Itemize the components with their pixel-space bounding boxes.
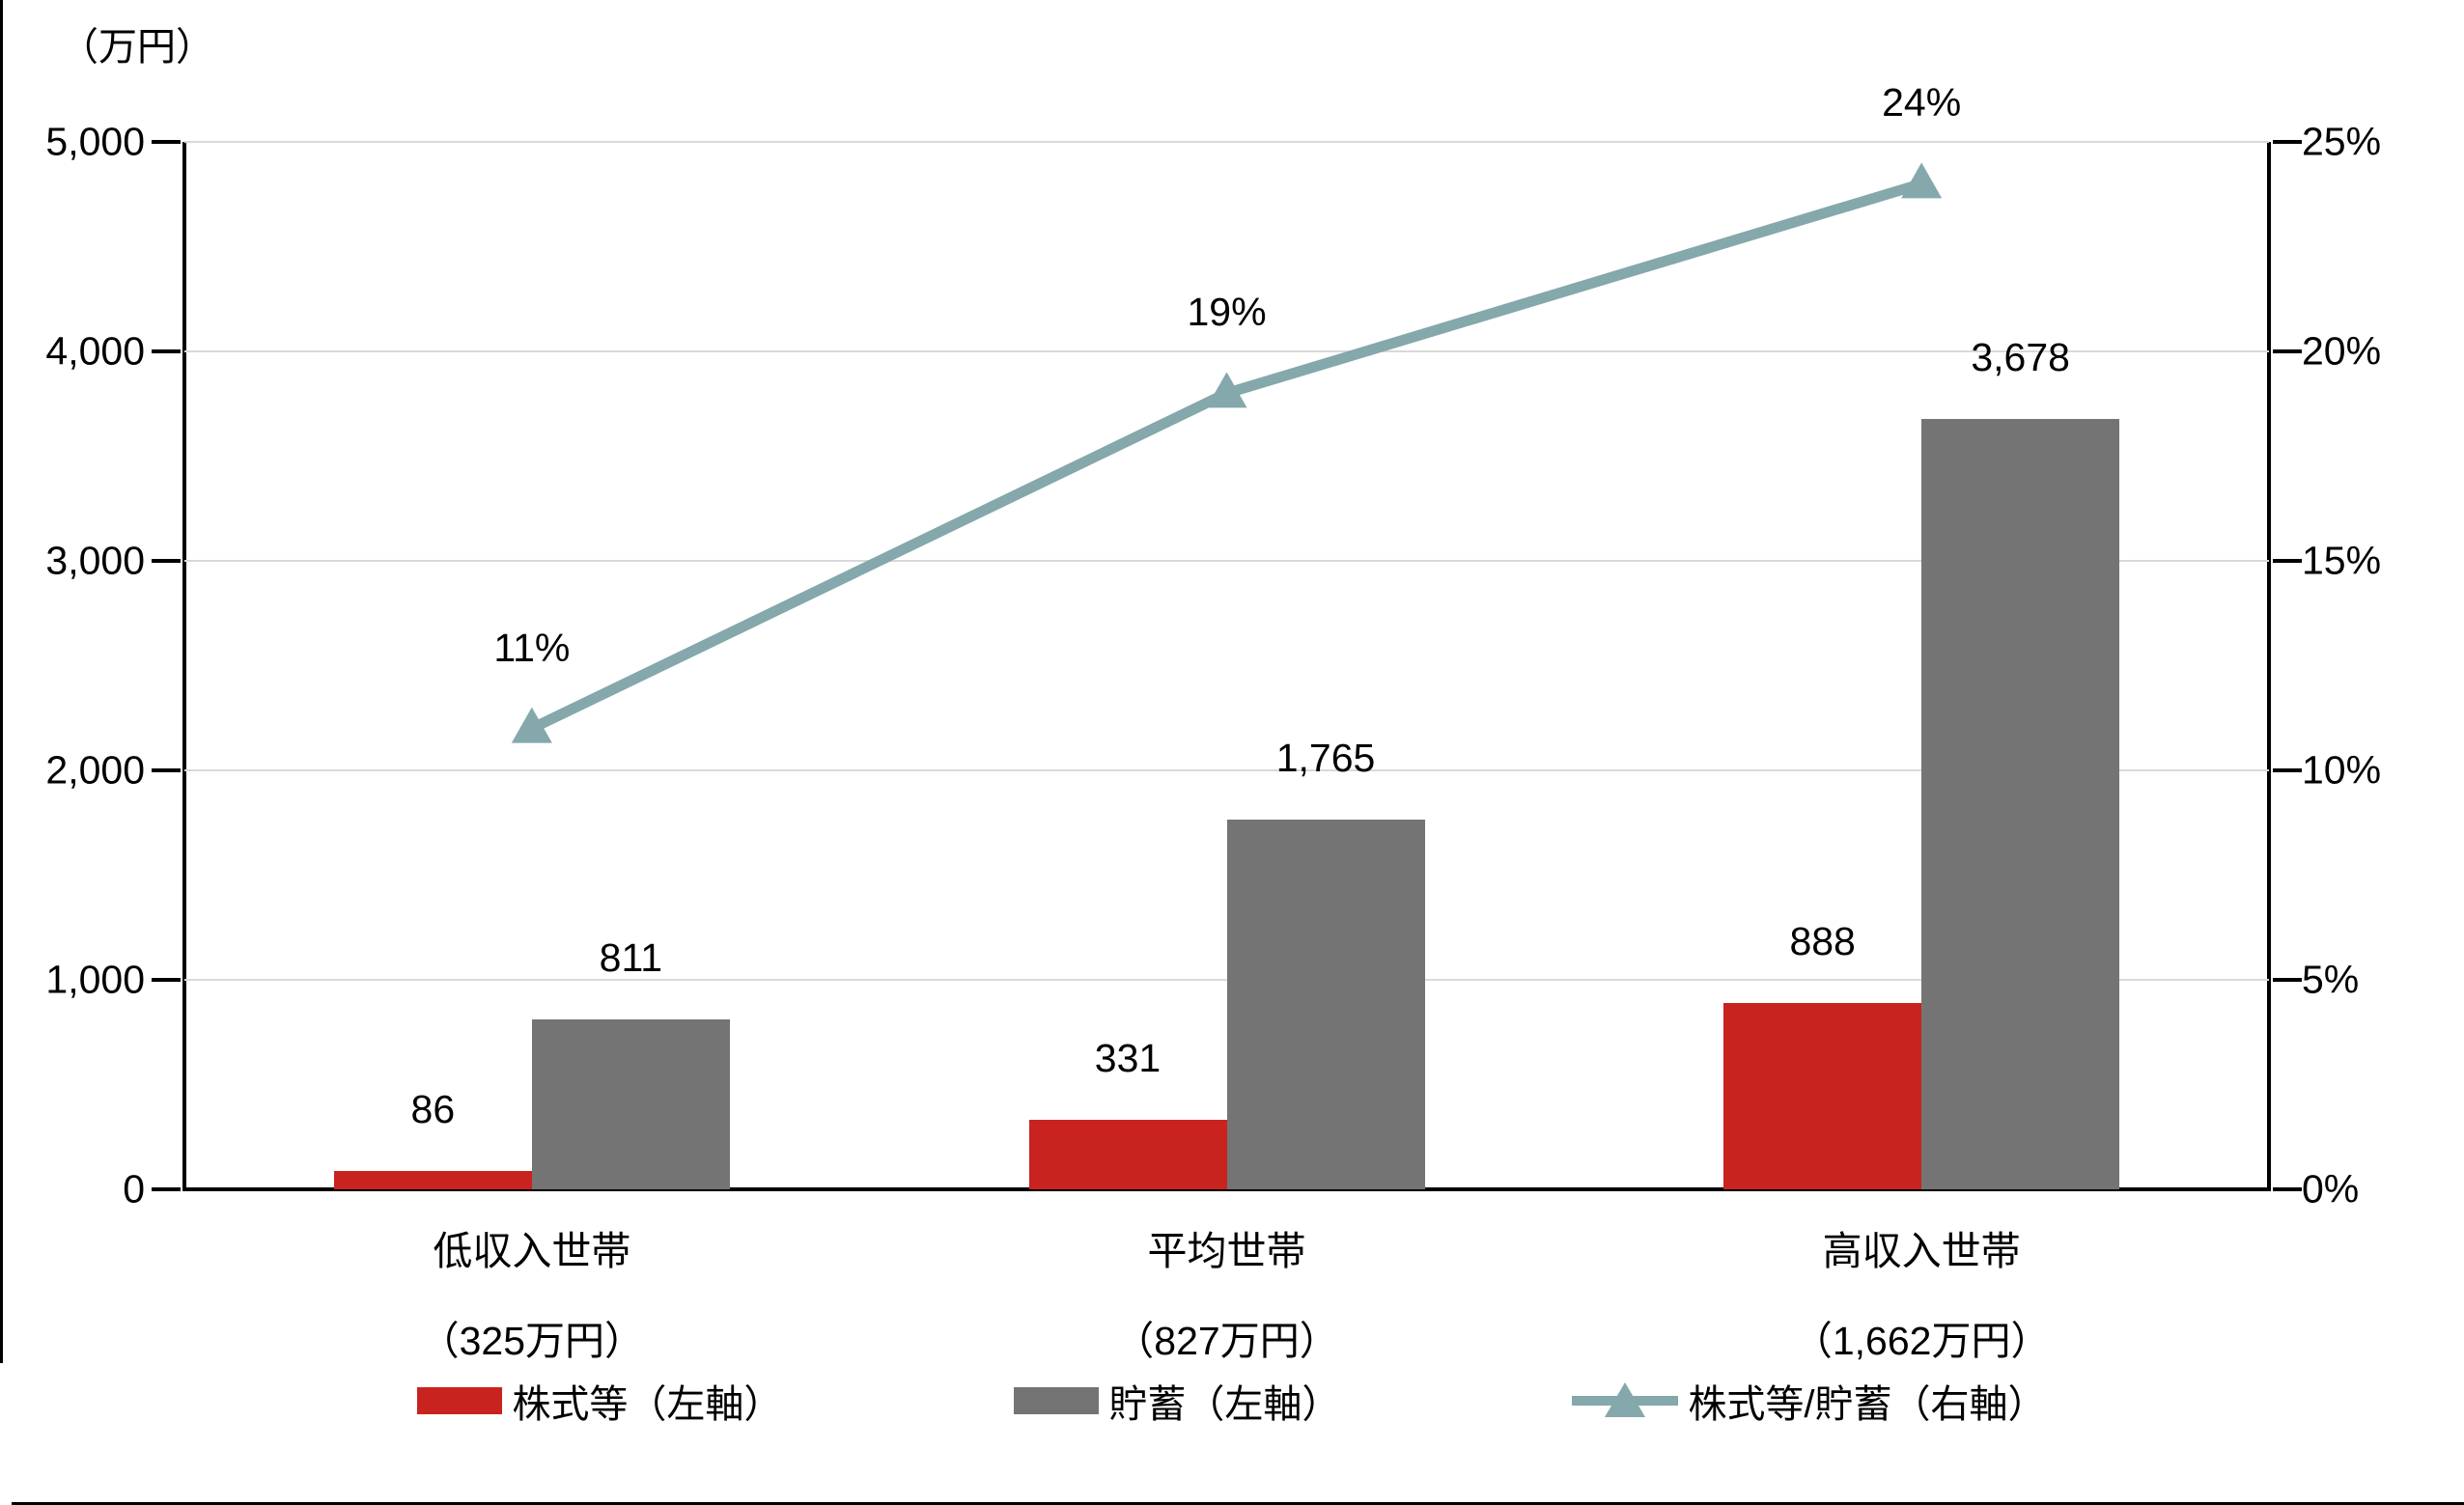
right-axis-tick-label: 5% — [2302, 957, 2360, 1002]
legend-item: 株式等（左軸） — [417, 1373, 782, 1429]
x-axis-line — [182, 1187, 2271, 1191]
right-axis-tick-labels: 25% 20% 15% 10% 5% 0% — [2302, 120, 2456, 1212]
left-axis-tick — [152, 559, 181, 563]
gridline — [184, 141, 2269, 143]
right-axis-line — [2267, 142, 2271, 1189]
bar-series1 — [1028, 1120, 1227, 1189]
legend-swatch-icon — [1014, 1387, 1100, 1414]
left-axis-tick — [152, 140, 181, 144]
left-axis-tick-label: 5,000 — [45, 119, 145, 164]
category-name: 高収入世帯 — [1822, 1229, 2021, 1273]
left-axis-tick — [152, 768, 181, 772]
legend-swatch-icon — [417, 1387, 503, 1414]
left-axis-tick-labels: 5,000 4,000 3,000 2,000 1,000 0 — [0, 120, 145, 1212]
right-axis-tick-label: 0% — [2302, 1166, 2360, 1212]
right-axis-tick-label: 15% — [2302, 538, 2382, 583]
left-axis-tick-label: 0 — [123, 1166, 145, 1212]
category-name: 低収入世帯 — [433, 1229, 631, 1273]
right-axis-tick — [2273, 559, 2302, 563]
bar-value-label: 888 — [1789, 919, 1856, 964]
bar-value-label: 1,765 — [1275, 736, 1376, 780]
category-income-sublabel: （1,662万円） — [1792, 1319, 2051, 1363]
left-axis-tick — [152, 1187, 181, 1191]
legend-label: 株式等/貯蓄（右軸） — [1688, 1383, 2047, 1426]
bar-value-label: 811 — [599, 935, 663, 981]
ratio-line — [529, 179, 1923, 734]
triangle-marker-icon — [1901, 162, 1943, 199]
left-axis-tick-label: 1,000 — [45, 957, 145, 1002]
legend-label: 株式等（左軸） — [512, 1383, 783, 1426]
right-axis-tick — [2273, 978, 2302, 982]
right-axis-tick — [2273, 768, 2302, 772]
bar-series1 — [1723, 1003, 1922, 1189]
legend-triangle-icon — [1605, 1382, 1646, 1417]
right-axis-tick — [2273, 140, 2302, 144]
line-point-label: 19% — [1187, 290, 1267, 335]
bar-series2 — [1921, 418, 2120, 1189]
legend: 株式等（左軸） 貯蓄（左軸） 株式等/貯蓄（右軸） — [0, 1373, 2464, 1429]
bar-series1 — [333, 1171, 532, 1189]
bar-value-label: 331 — [1094, 1036, 1162, 1081]
category-name: 平均世帯 — [1147, 1229, 1306, 1273]
right-axis-tick-label: 10% — [2302, 747, 2382, 793]
left-axis-line — [182, 142, 186, 1189]
right-axis-tick-label: 25% — [2302, 119, 2382, 164]
left-axis-tick-label: 4,000 — [45, 328, 145, 374]
legend-line-marker-icon — [1572, 1380, 1679, 1422]
bar-value-label: 86 — [410, 1087, 456, 1132]
line-point-label: 11% — [493, 625, 571, 670]
triangle-marker-icon — [1206, 372, 1247, 408]
gridline — [184, 350, 2269, 352]
right-axis-tick — [2273, 1187, 2302, 1191]
plot-area: 86 331 888 811 1,765 3,678 11% 19% 24% — [152, 80, 2302, 1191]
category-axis-labels: 低収入世帯 （325万円） 平均世帯 （827万円） 高収入世帯 （1,662万円） — [184, 1218, 2269, 1363]
triangle-marker-icon — [511, 707, 552, 743]
legend-item: 貯蓄（左軸） — [1014, 1373, 1340, 1429]
page-left-edge-line — [0, 0, 3, 1363]
gridline — [184, 769, 2269, 771]
legend-item: 株式等/貯蓄（右軸） — [1572, 1373, 2047, 1429]
page-bottom-edge-line — [12, 1502, 2464, 1505]
left-axis-unit-label: （万円） — [60, 26, 214, 69]
right-axis-tick-label: 20% — [2302, 328, 2382, 374]
bar-series2 — [1226, 820, 1425, 1189]
left-axis-tick-label: 2,000 — [45, 747, 145, 793]
category-income-sublabel: （827万円） — [1114, 1319, 1339, 1363]
category-label: 高収入世帯 （1,662万円） — [1793, 1218, 2051, 1366]
bar-value-label: 3,678 — [1971, 334, 2070, 379]
ratio-line-series — [511, 162, 1943, 743]
gridline — [184, 560, 2269, 562]
category-label: 平均世帯 （827万円） — [1114, 1218, 1338, 1366]
left-axis-tick-label: 3,000 — [45, 538, 145, 583]
category-income-sublabel: （325万円） — [419, 1319, 645, 1363]
left-axis-tick — [152, 978, 181, 982]
bar-series2 — [531, 1019, 730, 1189]
line-point-label: 24% — [1882, 80, 1962, 125]
right-axis-tick — [2273, 349, 2302, 353]
category-label: 低収入世帯 （325万円） — [420, 1218, 644, 1366]
legend-label: 貯蓄（左軸） — [1108, 1383, 1341, 1426]
left-axis-tick — [152, 349, 181, 353]
